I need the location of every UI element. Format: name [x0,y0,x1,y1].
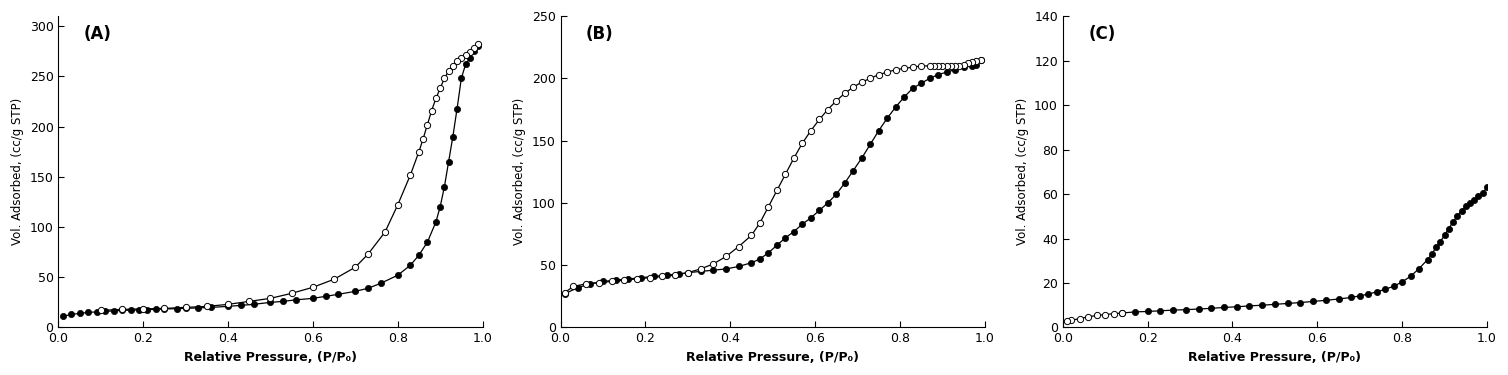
Y-axis label: Vol. Adsorbed, (cc/g STP): Vol. Adsorbed, (cc/g STP) [513,98,526,245]
Y-axis label: Vol. Adsorbed, (cc/g STP): Vol. Adsorbed, (cc/g STP) [1015,98,1028,245]
Text: (B): (B) [587,26,614,44]
Text: (C): (C) [1089,26,1116,44]
X-axis label: Relative Pressure, (P/P₀): Relative Pressure, (P/P₀) [1188,351,1362,364]
X-axis label: Relative Pressure, (P/P₀): Relative Pressure, (P/P₀) [686,351,860,364]
Y-axis label: Vol. Adsorbed, (cc/g STP): Vol. Adsorbed, (cc/g STP) [11,98,24,245]
X-axis label: Relative Pressure, (P/P₀): Relative Pressure, (P/P₀) [184,351,357,364]
Text: (A): (A) [84,26,112,44]
